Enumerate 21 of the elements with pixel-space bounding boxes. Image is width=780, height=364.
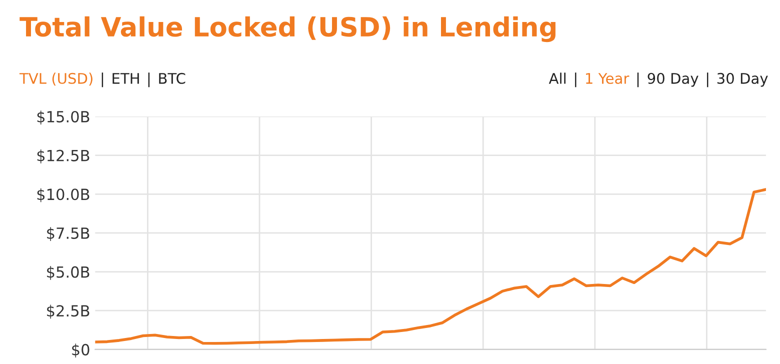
chart-title: Total Value Locked (USD) in Lending [20,16,556,42]
text: BTC [159,72,186,84]
text: TVL (USD) [19,72,92,86]
text: 30 Day [717,72,768,87]
line-series [95,188,766,345]
text: All [548,72,566,84]
text: | [148,72,150,88]
text: ETH [112,73,139,84]
y-tick-label: $5.0B [47,266,90,280]
text: | [102,72,104,88]
text: | [637,72,639,88]
y-tick-label: $7.5B [47,227,90,242]
text: 1 Year [586,73,630,84]
text: | [575,72,576,88]
y-tick-label: $12.5B [37,150,90,164]
y-tick-label: $2.5B [47,304,90,319]
y-tick-label: $0 [72,344,90,358]
y-tick-label: $15.0B [37,110,90,125]
y-tick-label: $10.0B [37,188,90,202]
text: 90 Day [648,72,698,87]
text: | [707,72,708,88]
